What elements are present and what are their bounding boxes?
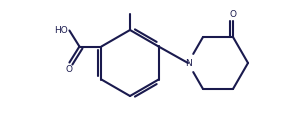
Text: HO: HO	[55, 26, 68, 35]
Text: O: O	[230, 10, 237, 19]
Text: N: N	[186, 58, 192, 68]
Text: O: O	[66, 65, 73, 74]
